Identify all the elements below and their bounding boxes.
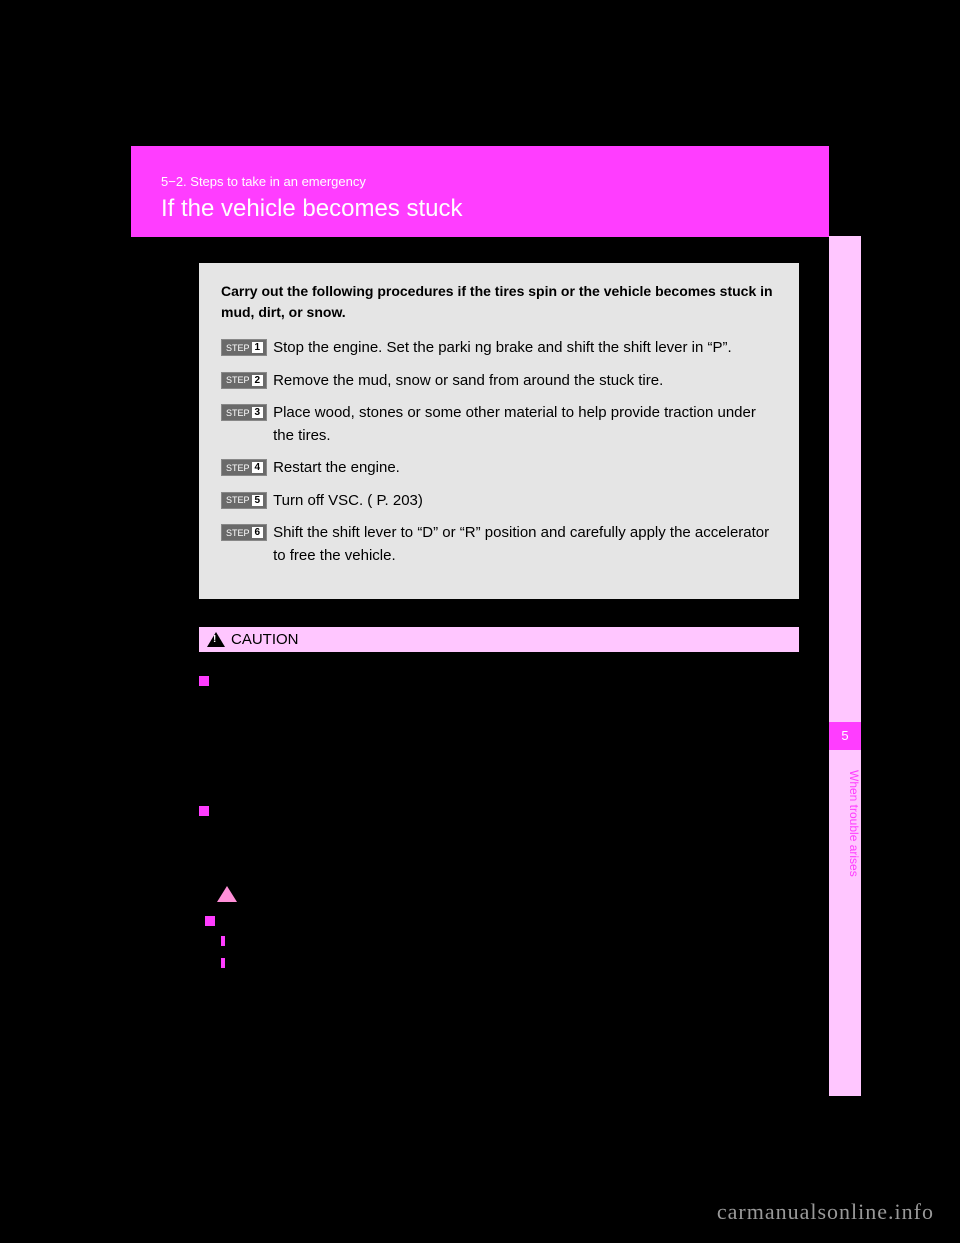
content-area: Carry out the following procedures if th… <box>131 237 829 968</box>
step-number: 3 <box>252 407 264 418</box>
chapter-label: When trouble arises <box>829 766 861 966</box>
procedure-box: Carry out the following procedures if th… <box>199 263 799 599</box>
step-text: Remove the mud, snow or sand from around… <box>273 370 663 393</box>
procedure-intro: Carry out the following procedures if th… <box>221 281 777 323</box>
bullet-square-icon <box>199 676 209 686</box>
step-badge: STEP2 <box>221 372 267 389</box>
breadcrumb: 5−2. Steps to take in an emergency <box>161 174 799 189</box>
step-item: STEP1 Stop the engine. Set the parki ng … <box>221 337 777 360</box>
step-number: 5 <box>252 495 264 506</box>
step-label: STEP <box>226 408 250 418</box>
step-badge: STEP3 <box>221 404 267 421</box>
page-title: If the vehicle becomes stuck <box>161 195 799 223</box>
warning-triangle-icon <box>217 886 237 902</box>
step-label: STEP <box>226 528 250 538</box>
caution-icon <box>207 632 225 647</box>
notice-row <box>199 806 799 816</box>
step-text: Shift the shift lever to “D” or “R” posi… <box>273 522 777 567</box>
side-tab: 5 When trouble arises <box>829 236 861 1096</box>
step-number: 4 <box>252 462 264 473</box>
step-text: Restart the engine. <box>273 457 400 480</box>
step-text: Place wood, stones or some other materia… <box>273 402 777 447</box>
page-header: 5−2. Steps to take in an emergency If th… <box>131 146 829 237</box>
page: 5−2. Steps to take in an emergency If th… <box>131 146 829 1096</box>
caution-bar: CAUTION <box>199 625 799 652</box>
chapter-number: 5 <box>829 722 861 750</box>
step-number: 1 <box>252 342 264 353</box>
step-number: 6 <box>252 527 264 538</box>
warning-triangle-row <box>217 886 799 902</box>
step-label: STEP <box>226 495 250 505</box>
watermark: carmanualsonline.info <box>717 1199 934 1225</box>
bullet-dot-icon <box>221 936 225 946</box>
caution-label: CAUTION <box>231 631 299 648</box>
step-badge: STEP4 <box>221 459 267 476</box>
step-badge: STEP1 <box>221 339 267 356</box>
bullet-item <box>221 936 799 946</box>
step-item: STEP2 Remove the mud, snow or sand from … <box>221 370 777 393</box>
sub-row <box>205 916 799 926</box>
step-badge: STEP6 <box>221 524 267 541</box>
step-item: STEP5 Turn off VSC. ( P. 203) <box>221 490 777 513</box>
step-label: STEP <box>226 343 250 353</box>
bullet-square-icon <box>205 916 215 926</box>
bullet-item <box>221 958 799 968</box>
step-text: Turn off VSC. ( P. 203) <box>273 490 423 513</box>
step-item: STEP4 Restart the engine. <box>221 457 777 480</box>
step-badge: STEP5 <box>221 492 267 509</box>
step-item: STEP6 Shift the shift lever to “D” or “R… <box>221 522 777 567</box>
step-text: Stop the engine. Set the parki ng brake … <box>273 337 732 360</box>
bullet-dot-icon <box>221 958 225 968</box>
step-item: STEP3 Place wood, stones or some other m… <box>221 402 777 447</box>
step-label: STEP <box>226 463 250 473</box>
bullet-list <box>221 936 799 968</box>
bullet-square-icon <box>199 806 209 816</box>
step-number: 2 <box>252 375 264 386</box>
step-label: STEP <box>226 375 250 385</box>
